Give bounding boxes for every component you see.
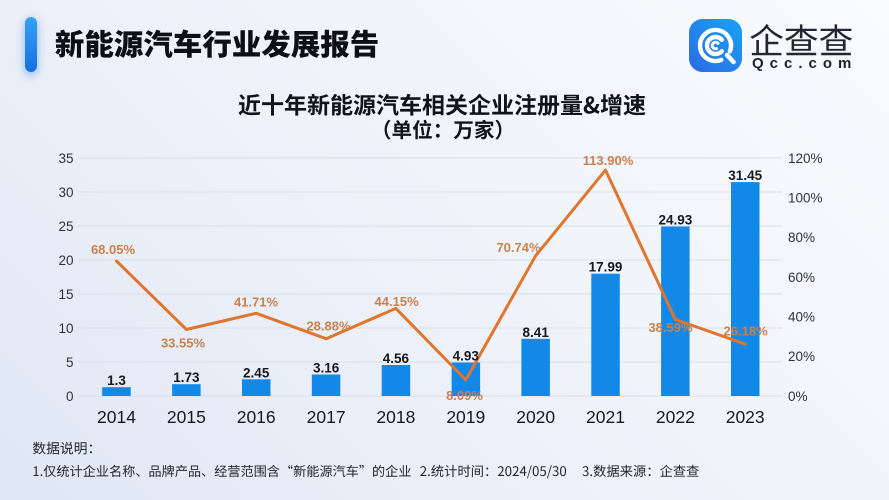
svg-text:2017: 2017 [307,407,346,427]
svg-text:5: 5 [66,355,74,370]
svg-text:2018: 2018 [376,407,415,427]
svg-text:15: 15 [58,287,73,302]
svg-text:40%: 40% [788,310,815,325]
svg-text:4.93: 4.93 [453,349,480,364]
svg-text:1.73: 1.73 [173,370,200,385]
svg-text:2020: 2020 [516,407,555,427]
svg-text:70.74%: 70.74% [496,240,541,255]
svg-text:10: 10 [58,321,73,336]
svg-text:26.18%: 26.18% [724,324,769,339]
svg-text:44.15%: 44.15% [375,294,420,309]
svg-text:Qcc.com: Qcc.com [752,55,857,72]
svg-text:24.93: 24.93 [659,213,693,228]
svg-text:80%: 80% [788,230,815,245]
svg-text:3.16: 3.16 [313,361,340,376]
svg-text:0: 0 [66,389,74,404]
svg-text:20%: 20% [788,349,815,364]
svg-text:60%: 60% [788,270,815,285]
svg-text:2014: 2014 [97,407,136,427]
svg-text:1.3: 1.3 [107,373,126,388]
svg-text:2015: 2015 [167,407,206,427]
svg-text:38.59%: 38.59% [648,320,693,335]
svg-text:8.41: 8.41 [523,325,550,340]
svg-text:0%: 0% [788,389,808,404]
svg-text:2023: 2023 [726,407,765,427]
svg-text:100%: 100% [788,191,823,206]
svg-text:28.88%: 28.88% [306,318,351,333]
svg-text:2021: 2021 [586,407,625,427]
svg-text:33.55%: 33.55% [161,336,206,351]
svg-text:17.99: 17.99 [589,260,623,275]
svg-text:2016: 2016 [237,407,276,427]
svg-text:113.90%: 113.90% [583,153,634,168]
svg-text:31.45: 31.45 [728,168,762,183]
svg-text:120%: 120% [788,151,823,166]
svg-text:25: 25 [58,219,73,234]
svg-text:8.09%: 8.09% [446,388,483,403]
svg-text:30: 30 [58,185,73,200]
svg-text:68.05%: 68.05% [91,242,136,257]
svg-text:4.56: 4.56 [383,351,410,366]
svg-text:20: 20 [58,253,73,268]
svg-text:2022: 2022 [656,407,695,427]
svg-text:41.71%: 41.71% [234,294,279,309]
svg-text:2.45: 2.45 [243,365,270,380]
svg-text:2019: 2019 [446,407,485,427]
svg-text:35: 35 [58,151,73,166]
